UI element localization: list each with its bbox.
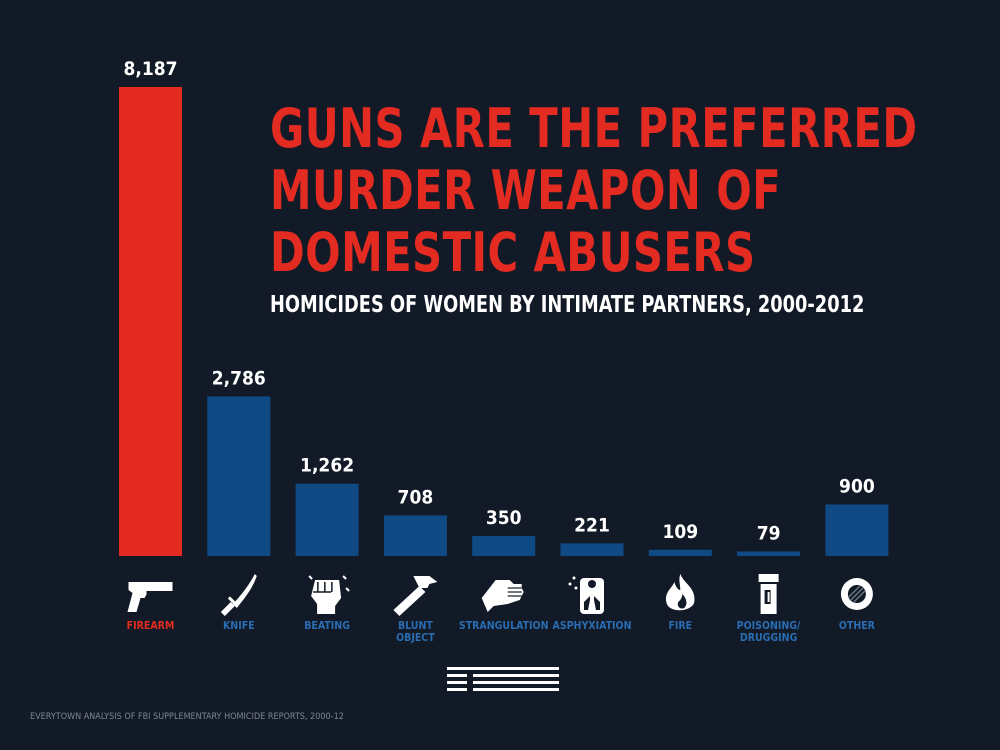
value-label: 2,786	[212, 367, 266, 389]
source-note: EVERYTOWN ANALYSIS OF FBI SUPPLEMENTARY …	[30, 712, 344, 722]
category-label: BLUNT OBJECT	[396, 620, 435, 644]
title-line: MURDER WEAPON OF	[270, 159, 782, 222]
title-line: DOMESTIC ABUSERS	[270, 221, 756, 284]
pill-bottle-icon	[758, 574, 779, 614]
category-label: BEATING	[304, 620, 350, 632]
bar	[825, 504, 889, 556]
category-label: FIRE	[668, 620, 692, 632]
category-label: POISONING/DRUGGING	[737, 620, 801, 644]
category-label: FIREARM	[127, 620, 175, 632]
everytown-logo	[447, 667, 559, 693]
title-line: GUNS ARE THE PREFERRED	[270, 97, 918, 160]
value-label: 79	[757, 522, 781, 544]
circle-icon	[840, 578, 873, 610]
category-label: KNIFE	[223, 620, 255, 632]
handgun-icon	[127, 582, 173, 612]
flame-icon	[665, 574, 695, 611]
value-label: 900	[839, 475, 875, 497]
category-label: OTHER	[839, 620, 876, 632]
bar	[560, 543, 624, 556]
value-label: 221	[574, 514, 610, 536]
category-label: STRANGULATION	[459, 620, 549, 632]
knife-icon	[220, 574, 257, 616]
hand-icon	[481, 580, 524, 612]
chart-title: GUNS ARE THE PREFERRED MURDER WEAPON OF …	[270, 98, 917, 284]
value-label: 350	[486, 507, 522, 529]
category-label: ASPHYXIATION	[553, 620, 632, 632]
bar	[648, 549, 712, 556]
lungs-icon	[568, 576, 604, 614]
bar	[737, 551, 801, 556]
bar	[207, 396, 271, 556]
bar	[119, 87, 182, 556]
value-label: 708	[398, 486, 434, 508]
chart-subtitle: HOMICIDES OF WOMEN BY INTIMATE PARTNERS,…	[270, 292, 865, 318]
value-label: 8,187	[123, 58, 177, 80]
hammer-icon	[393, 576, 438, 616]
value-label: 109	[662, 521, 698, 543]
bar	[383, 515, 447, 556]
bar	[295, 483, 359, 556]
value-label: 1,262	[300, 455, 354, 477]
fist-icon	[308, 575, 350, 614]
bar	[472, 535, 536, 556]
